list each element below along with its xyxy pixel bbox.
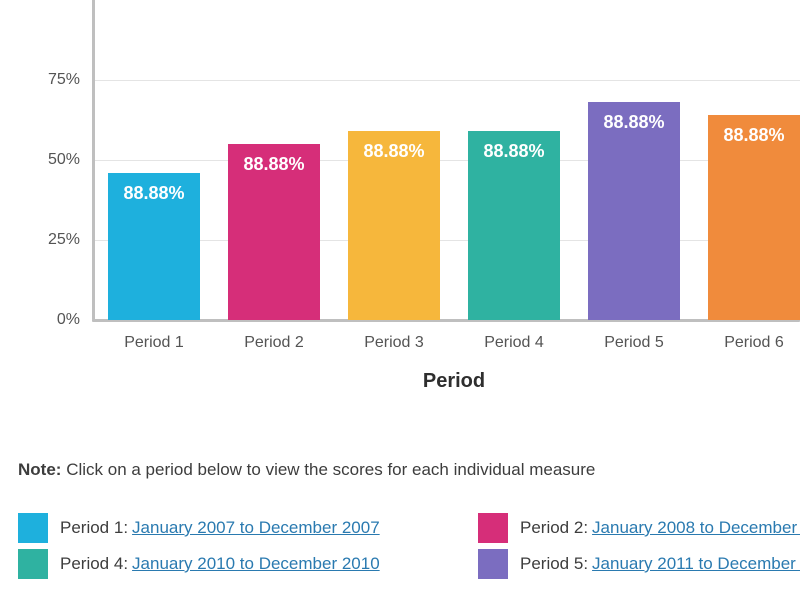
bar-value-label: 88.88%: [348, 141, 440, 162]
legend-label: Period 4:: [60, 554, 128, 574]
chart-plot-area: 88.88% 88.88% 88.88% 88.88% 88.88% 88.88%: [92, 0, 800, 320]
y-tick-label: 25%: [20, 231, 80, 249]
chart-bar[interactable]: 88.88%: [228, 144, 320, 320]
bar-value-label: 88.88%: [468, 141, 560, 162]
note-prefix: Note:: [18, 460, 61, 479]
legend-item: Period 2:January 2008 to December 2008: [478, 510, 800, 546]
x-tick-label: Period 5: [604, 334, 664, 352]
legend-link[interactable]: January 2007 to December 2007: [132, 518, 380, 538]
y-tick-label: 75%: [20, 71, 80, 89]
bar-value-label: 88.88%: [708, 125, 800, 146]
legend-label: Period 1:: [60, 518, 128, 538]
x-tick-label: Period 1: [124, 334, 184, 352]
x-tick-label: Period 4: [484, 334, 544, 352]
x-tick-label: Period 6: [724, 334, 784, 352]
chart-bar[interactable]: 88.88%: [588, 102, 680, 320]
bar-value-label: 88.88%: [588, 112, 680, 133]
bar-value-label: 88.88%: [228, 154, 320, 175]
legend-item: Period 5:January 2011 to December 2011: [478, 546, 800, 582]
legend-swatch: [478, 549, 508, 579]
chart-bar[interactable]: 88.88%: [108, 173, 200, 320]
legend-link[interactable]: January 2011 to December 2011: [592, 554, 800, 574]
bar-value-label: 88.88%: [108, 183, 200, 204]
legend-swatch: [18, 549, 48, 579]
chart-bar[interactable]: 88.88%: [348, 131, 440, 320]
chart-bar[interactable]: 88.88%: [708, 115, 800, 320]
legend-swatch: [478, 513, 508, 543]
legend-swatch: [18, 513, 48, 543]
legend-label: Period 2:: [520, 518, 588, 538]
y-tick-label: 0%: [20, 311, 80, 329]
legend-link[interactable]: January 2010 to December 2010: [132, 554, 380, 574]
x-tick-label: Period 3: [364, 334, 424, 352]
x-tick-label: Period 2: [244, 334, 304, 352]
note-text: Note: Click on a period below to view th…: [18, 460, 595, 480]
legend-item: Period 4:January 2010 to December 2010: [18, 546, 418, 582]
note-body: Click on a period below to view the scor…: [66, 460, 595, 479]
x-axis-title: Period: [423, 370, 485, 393]
chart-bar[interactable]: 88.88%: [468, 131, 560, 320]
y-tick-label: 50%: [20, 151, 80, 169]
legend-label: Period 5:: [520, 554, 588, 574]
bar-chart: 0%25%50%75% 88.88%88.88%88.88%88.88%88.8…: [0, 0, 800, 420]
legend-link[interactable]: January 2008 to December 2008: [592, 518, 800, 538]
legend-item: Period 1:January 2007 to December 2007: [18, 510, 418, 546]
